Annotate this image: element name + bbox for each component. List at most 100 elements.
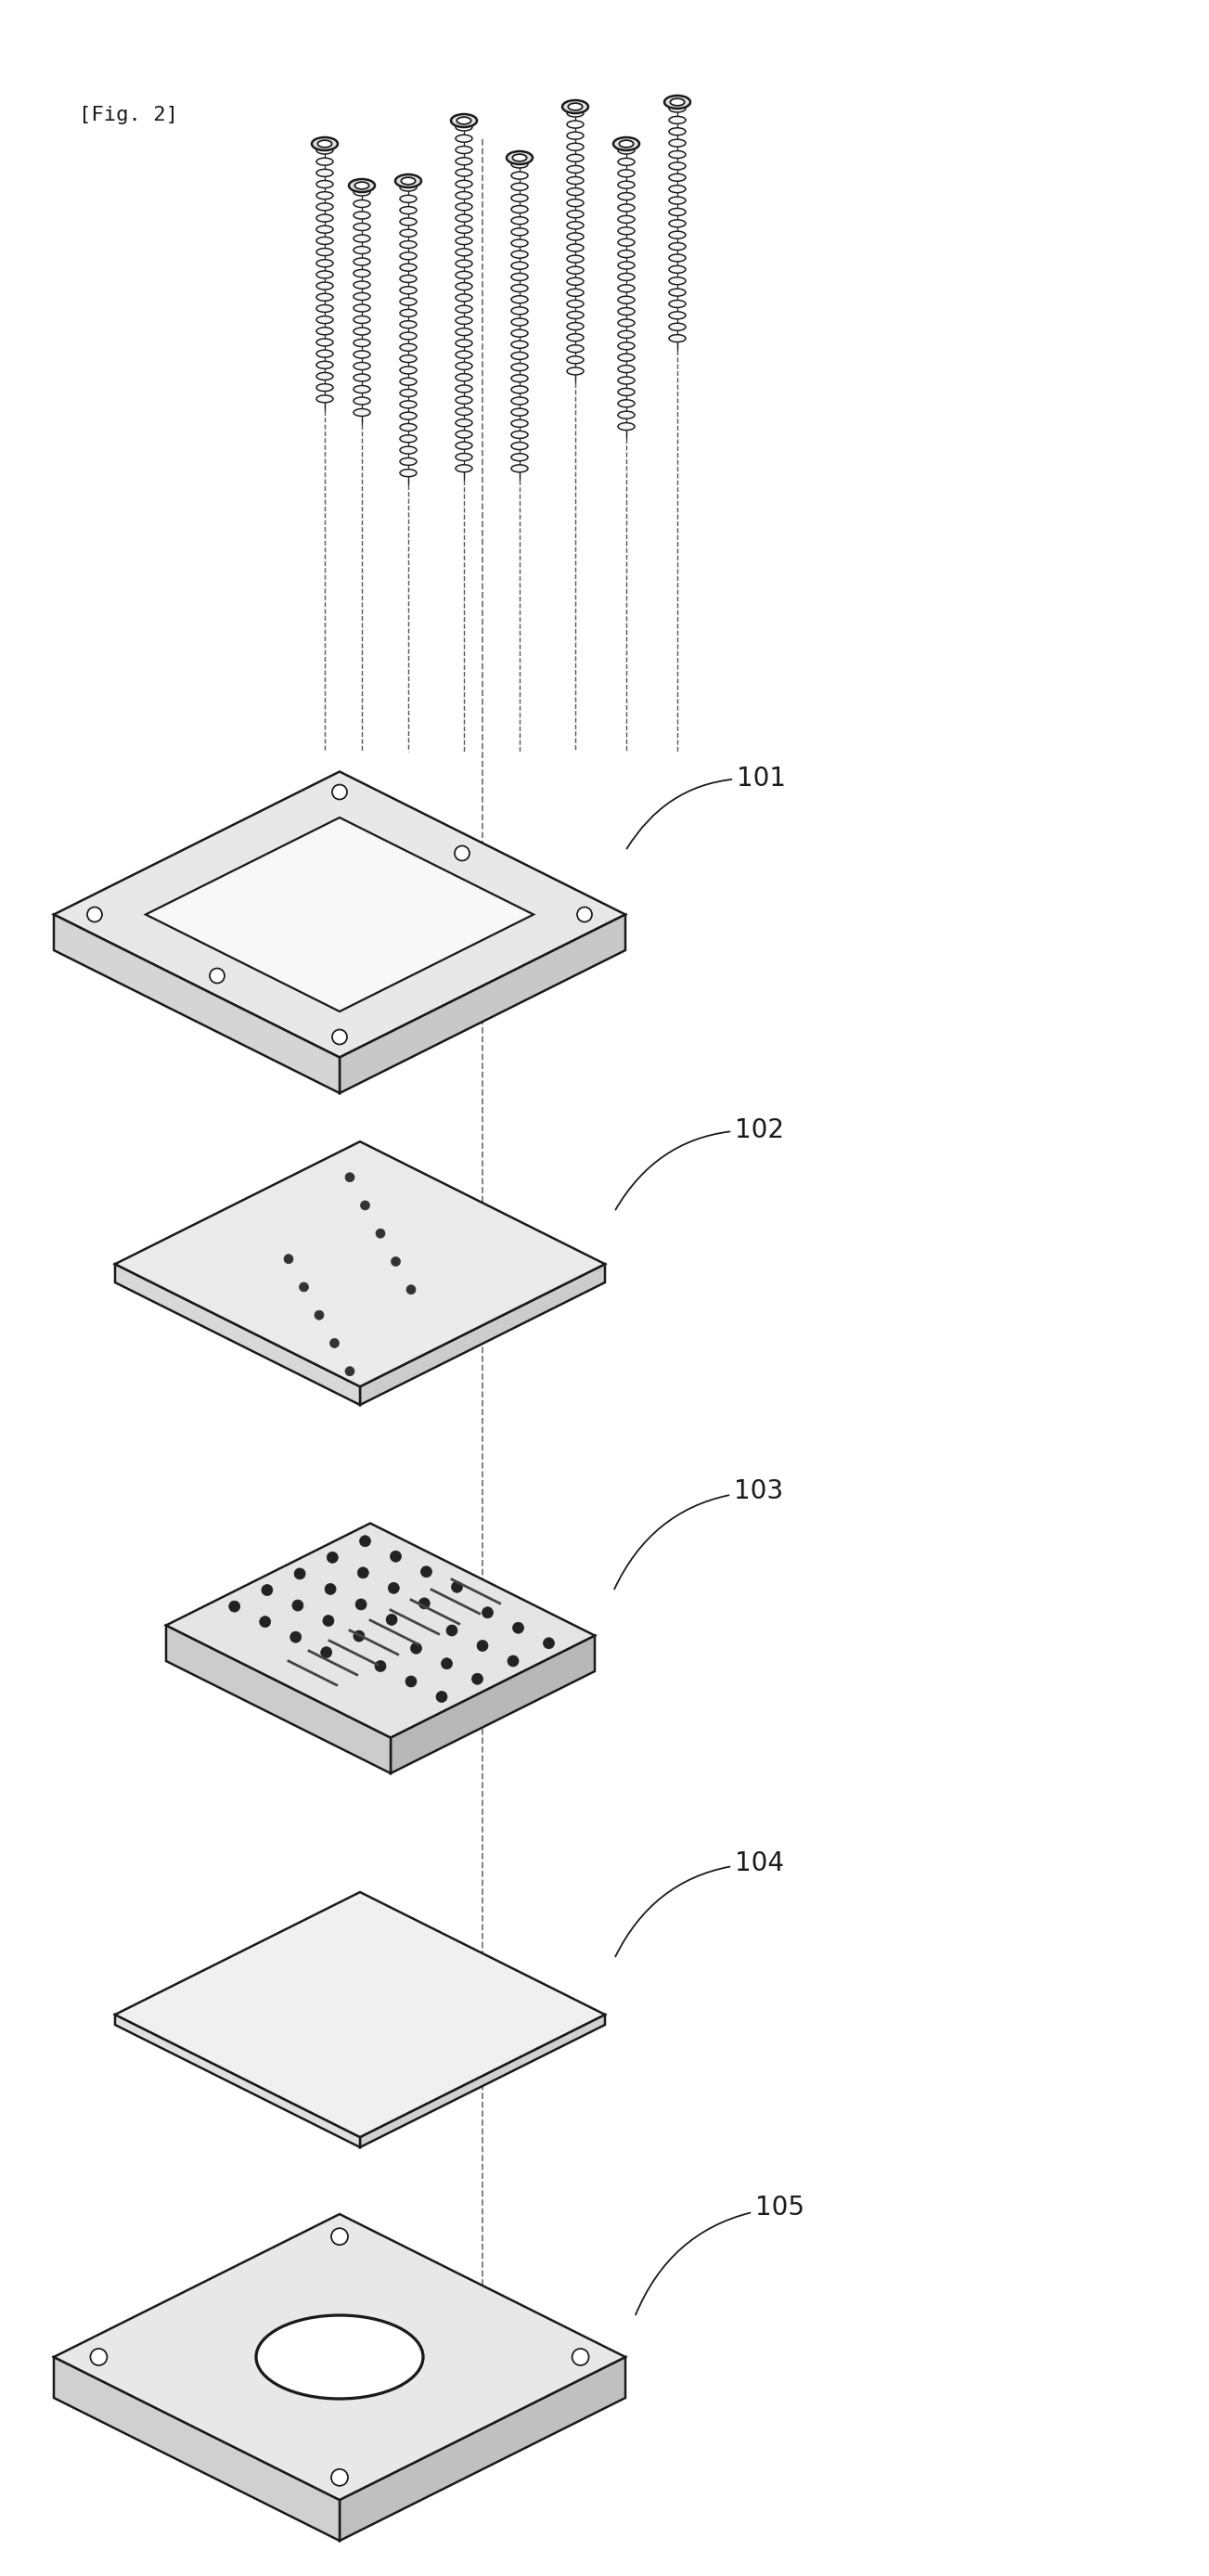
Ellipse shape	[618, 412, 635, 420]
Ellipse shape	[567, 345, 584, 353]
Ellipse shape	[456, 214, 473, 222]
Circle shape	[332, 786, 347, 799]
Ellipse shape	[618, 216, 635, 224]
Ellipse shape	[567, 322, 584, 330]
Polygon shape	[360, 1265, 604, 1404]
Polygon shape	[54, 2357, 340, 2540]
Ellipse shape	[456, 464, 473, 471]
Ellipse shape	[400, 229, 417, 237]
Ellipse shape	[511, 307, 528, 314]
Circle shape	[418, 1597, 430, 1610]
Ellipse shape	[618, 170, 635, 178]
Ellipse shape	[567, 335, 584, 340]
Circle shape	[421, 1566, 432, 1577]
Circle shape	[355, 1600, 366, 1610]
Ellipse shape	[400, 219, 417, 227]
Circle shape	[261, 1584, 273, 1595]
Ellipse shape	[456, 384, 473, 392]
Ellipse shape	[456, 180, 473, 188]
Ellipse shape	[511, 410, 528, 415]
Polygon shape	[54, 2215, 625, 2499]
Ellipse shape	[511, 374, 528, 381]
Circle shape	[406, 1285, 416, 1293]
Ellipse shape	[456, 270, 473, 278]
Ellipse shape	[511, 420, 528, 428]
Ellipse shape	[567, 312, 584, 319]
Text: 103: 103	[614, 1479, 783, 1589]
Ellipse shape	[669, 185, 686, 193]
Ellipse shape	[567, 178, 584, 185]
Ellipse shape	[317, 191, 334, 198]
Ellipse shape	[456, 327, 473, 335]
Ellipse shape	[618, 193, 635, 201]
Ellipse shape	[317, 394, 334, 402]
Ellipse shape	[456, 443, 473, 448]
Ellipse shape	[511, 443, 528, 451]
Ellipse shape	[669, 116, 686, 124]
Ellipse shape	[456, 374, 473, 381]
Ellipse shape	[353, 327, 370, 335]
Circle shape	[513, 1623, 523, 1633]
Ellipse shape	[669, 322, 686, 330]
Ellipse shape	[567, 155, 584, 162]
Ellipse shape	[400, 286, 417, 294]
Ellipse shape	[567, 232, 584, 240]
Ellipse shape	[669, 301, 686, 307]
Ellipse shape	[456, 191, 473, 198]
Ellipse shape	[318, 139, 332, 147]
Ellipse shape	[400, 379, 417, 386]
Ellipse shape	[618, 263, 635, 268]
Ellipse shape	[400, 422, 417, 430]
Ellipse shape	[456, 170, 473, 175]
Ellipse shape	[511, 173, 528, 180]
Ellipse shape	[456, 407, 473, 415]
Ellipse shape	[456, 317, 473, 325]
Ellipse shape	[618, 204, 635, 211]
Ellipse shape	[353, 258, 370, 265]
Circle shape	[360, 1200, 370, 1211]
Ellipse shape	[511, 216, 528, 224]
Polygon shape	[115, 1893, 604, 2138]
Ellipse shape	[400, 469, 417, 477]
Ellipse shape	[669, 289, 686, 296]
Ellipse shape	[317, 170, 334, 178]
Ellipse shape	[317, 317, 334, 325]
Circle shape	[325, 1584, 336, 1595]
Ellipse shape	[669, 173, 686, 180]
Ellipse shape	[456, 157, 473, 165]
Ellipse shape	[562, 100, 589, 113]
Polygon shape	[340, 914, 625, 1092]
Circle shape	[87, 907, 102, 922]
Ellipse shape	[400, 276, 417, 283]
Circle shape	[331, 2228, 348, 2244]
Ellipse shape	[511, 193, 528, 201]
Ellipse shape	[317, 294, 334, 301]
Ellipse shape	[567, 301, 584, 307]
Circle shape	[229, 1600, 241, 1613]
Circle shape	[209, 969, 225, 984]
Ellipse shape	[456, 237, 473, 245]
Ellipse shape	[353, 374, 370, 381]
Circle shape	[323, 1615, 334, 1625]
Polygon shape	[54, 914, 340, 1092]
Ellipse shape	[511, 283, 528, 291]
Ellipse shape	[400, 240, 417, 247]
Ellipse shape	[511, 386, 528, 394]
Ellipse shape	[669, 162, 686, 170]
Ellipse shape	[317, 260, 334, 268]
Ellipse shape	[511, 183, 528, 191]
Circle shape	[386, 1615, 398, 1625]
Ellipse shape	[456, 260, 473, 268]
Ellipse shape	[511, 330, 528, 337]
Ellipse shape	[669, 106, 686, 113]
Ellipse shape	[400, 183, 417, 191]
Ellipse shape	[456, 397, 473, 404]
Ellipse shape	[256, 2316, 423, 2398]
Ellipse shape	[618, 353, 635, 361]
Ellipse shape	[317, 327, 334, 335]
Ellipse shape	[511, 250, 528, 258]
Ellipse shape	[353, 340, 370, 348]
Ellipse shape	[511, 296, 528, 304]
Ellipse shape	[618, 376, 635, 384]
Ellipse shape	[317, 204, 334, 211]
